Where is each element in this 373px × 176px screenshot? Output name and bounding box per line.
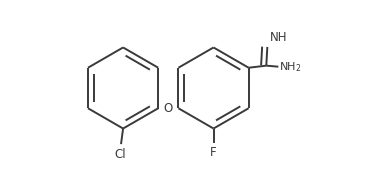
Text: NH$_2$: NH$_2$: [279, 60, 302, 74]
Text: O: O: [164, 102, 173, 115]
Text: NH: NH: [269, 32, 287, 45]
Text: Cl: Cl: [114, 148, 126, 161]
Text: F: F: [210, 146, 217, 159]
